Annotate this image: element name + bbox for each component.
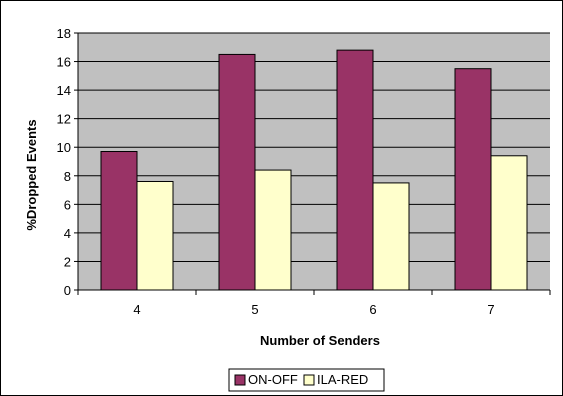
- y-tick-label: 16: [57, 55, 71, 70]
- legend-label-on-off: ON-OFF: [248, 372, 298, 387]
- bar-on-off-6: [336, 49, 374, 291]
- y-axis-title: %Dropped Events: [24, 119, 39, 230]
- y-tick-label: 18: [57, 26, 71, 41]
- legend-label-ila-red: ILA-RED: [317, 372, 368, 387]
- x-tick-label: 7: [487, 302, 494, 317]
- bar-on-off-7: [454, 68, 492, 291]
- y-tick-label: 6: [64, 197, 71, 212]
- y-tick-label: 4: [64, 226, 71, 241]
- bars: [100, 49, 528, 291]
- bar-ila-red-7: [490, 155, 528, 291]
- x-tick-label: 4: [133, 302, 140, 317]
- x-tick-label: 5: [251, 302, 258, 317]
- y-tick-label: 2: [64, 254, 71, 269]
- y-tick-label: 14: [57, 83, 71, 98]
- y-tick-label: 10: [57, 140, 71, 155]
- x-tick-label: 6: [369, 302, 376, 317]
- y-tick-label: 8: [64, 169, 71, 184]
- legend-swatch-ila-red: [303, 374, 315, 386]
- bar-ila-red-5: [254, 169, 292, 291]
- x-tick-labels: 4 5 6 7: [133, 302, 494, 317]
- legend-swatch-on-off: [234, 374, 246, 386]
- bar-ila-red-6: [372, 182, 410, 291]
- bar-on-off-4: [100, 151, 138, 291]
- legend: ON-OFF ILA-RED: [228, 368, 385, 392]
- y-tick-labels: 0 2 4 6 8 10 12 14 16 18: [57, 26, 71, 298]
- y-tick-label: 12: [57, 112, 71, 127]
- x-axis-title: Number of Senders: [260, 333, 380, 348]
- axes: [74, 32, 551, 295]
- bar-on-off-5: [218, 53, 256, 291]
- bar-ila-red-4: [136, 180, 174, 291]
- y-tick-label: 0: [64, 283, 71, 298]
